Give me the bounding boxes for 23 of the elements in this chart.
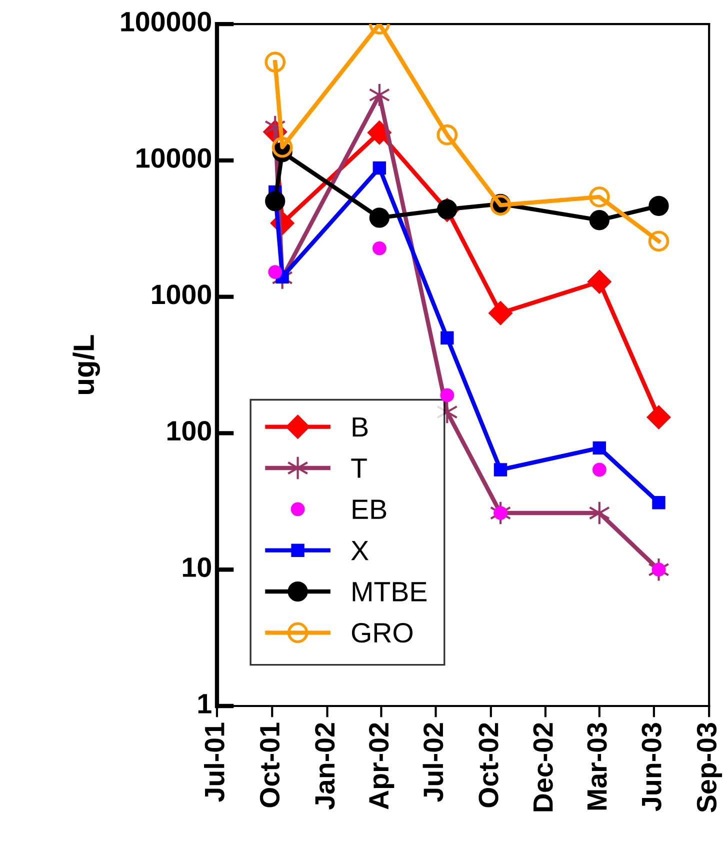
x-tick-label: Sep-03: [696, 722, 722, 812]
y-tick-label: 1000: [152, 284, 211, 304]
y-tick-label: 100: [168, 421, 211, 441]
y-tick-label: 10000: [136, 148, 211, 168]
x-tick-label: Oct-02: [478, 723, 498, 808]
x-tick-label: Jul-02: [422, 723, 444, 802]
x-tick-label: Jan-02: [315, 723, 335, 810]
x-tick-label: Oct-01: [260, 722, 280, 808]
legend-label: B: [352, 417, 368, 437]
legend-label: GRO: [352, 623, 412, 643]
y-tick-label: 1: [198, 694, 212, 714]
x-tick-label: Apr-02: [369, 723, 394, 810]
legend-label: EB: [352, 500, 386, 519]
legend-label: T: [351, 458, 367, 478]
y-tick-label: 10: [182, 557, 211, 578]
x-tick-label: Jul-01: [204, 722, 224, 802]
x-tick-label: Mar-03: [587, 722, 607, 810]
x-tick-label: Jun-03: [642, 722, 662, 812]
legend-label: X: [351, 540, 368, 560]
y-tick-label: 100000: [121, 12, 211, 32]
y-axis-title: ug/L: [72, 335, 100, 394]
legend-label: MTBE: [352, 582, 427, 602]
x-tick-label: Dec-02: [533, 723, 553, 812]
